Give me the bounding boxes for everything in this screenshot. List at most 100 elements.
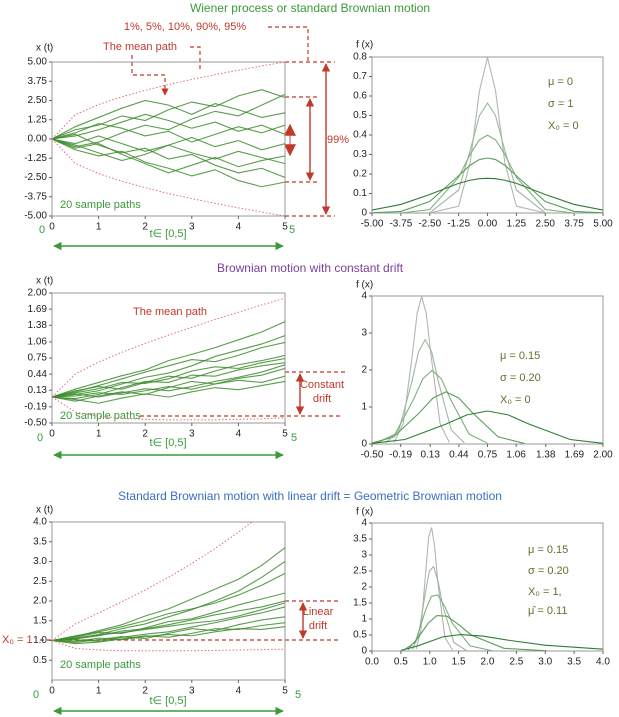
x-tick-label: 1.0	[423, 657, 437, 668]
y-tick-label: 5.00	[28, 57, 48, 68]
row-title: Brownian motion with constant drift	[217, 261, 404, 275]
x-tick-label: 0.0	[365, 657, 379, 668]
x-tick-label: 3	[189, 686, 195, 697]
sample-path	[52, 364, 285, 398]
y-tick-label: 0.6	[353, 91, 367, 102]
x-tick-label: -3.75	[389, 219, 412, 230]
x-tick-label: 1	[96, 429, 102, 440]
sample-path	[52, 367, 285, 402]
y-tick-label: 0.2	[353, 169, 367, 180]
span-label: 5	[289, 224, 295, 236]
y-tick-label: 2.00	[28, 288, 48, 299]
y-tick-label: 0	[361, 439, 367, 450]
span-label: 5	[291, 432, 297, 444]
y-tick-label: 3.5	[353, 534, 367, 545]
x-tick-label: -5.00	[361, 219, 384, 230]
y-axis-label: f (x)	[356, 280, 373, 291]
annotation: drift	[309, 620, 327, 632]
x-tick-label: 2	[142, 429, 148, 440]
y-tick-label: 3	[361, 328, 367, 339]
y-tick-label: 1.69	[28, 304, 48, 315]
annotation: μ = 0	[548, 76, 573, 88]
y-tick-label: -1.25	[24, 153, 47, 164]
quantile-curve	[52, 522, 253, 641]
sample-path	[52, 606, 285, 642]
annotation: X₀ = 0	[548, 120, 579, 132]
annotation: 99%	[327, 134, 349, 146]
x-tick-label: 4.0	[596, 657, 610, 668]
annotation: X₀ = 0	[500, 394, 531, 406]
leader-line	[40, 600, 340, 641]
x-tick-label: 2.00	[593, 450, 613, 461]
x-tick-label: 1.06	[506, 450, 526, 461]
x-tick-label: 0.13	[420, 450, 440, 461]
y-tick-label: 3	[361, 550, 367, 561]
y-tick-label: 1.25	[28, 114, 48, 125]
y-tick-label: 0.5	[33, 655, 47, 666]
sample-path	[52, 113, 285, 140]
y-axis-label: x (t)	[36, 505, 53, 516]
x-tick-label: 3	[189, 429, 195, 440]
sample-path	[52, 321, 285, 398]
y-tick-label: 0.3	[353, 149, 367, 160]
x-tick-label: 0.75	[478, 450, 498, 461]
x-tick-label: 2.50	[536, 219, 556, 230]
x-tick-label: 2.5	[509, 657, 523, 668]
x-tick-label: 2	[142, 222, 148, 233]
y-tick-label: 1.5	[353, 598, 367, 609]
x-tick-label: 0.44	[449, 450, 469, 461]
x-tick-label: 3.0	[538, 657, 552, 668]
x-tick-label: -0.19	[389, 450, 412, 461]
plot-frame	[371, 295, 604, 445]
annotation: The mean path	[103, 41, 177, 53]
sample-path	[52, 99, 285, 140]
density-curve	[372, 391, 525, 444]
density-curve	[415, 527, 453, 651]
density-curve	[400, 633, 603, 651]
y-tick-label: 1	[361, 614, 367, 625]
y-tick-label: -0.50	[24, 418, 47, 429]
y-tick-label: 4	[361, 518, 367, 529]
plot-frame	[51, 521, 286, 681]
leader-line	[140, 371, 345, 417]
sample-path	[52, 600, 285, 642]
y-tick-label: 2	[361, 582, 367, 593]
row-title: Wiener process or standard Brownian moti…	[190, 1, 430, 15]
x-tick-label: 0	[49, 222, 55, 233]
density-curve	[403, 615, 548, 651]
sample-path	[52, 592, 285, 642]
y-tick-label: 1.0	[33, 635, 47, 646]
density-curve	[411, 565, 467, 651]
y-tick-label: 3.5	[33, 536, 47, 547]
sample-path	[52, 616, 285, 644]
quantile-curve	[52, 297, 285, 398]
x-tick-label: 1.25	[507, 219, 527, 230]
sample-path	[52, 375, 285, 398]
x-tick-label: 0.00	[478, 219, 498, 230]
x-tick-label: 4	[236, 686, 242, 697]
y-tick-label: 0.5	[353, 630, 367, 641]
annotation: σ = 0.20	[500, 372, 541, 384]
x-tick-label: 5	[282, 429, 288, 440]
y-tick-label: 2.5	[353, 566, 367, 577]
y-tick-label: 2.0	[33, 596, 47, 607]
y-tick-label: 1.06	[28, 337, 48, 348]
plot-frame	[51, 61, 286, 217]
y-tick-label: 1.38	[28, 320, 48, 331]
sample-path	[52, 602, 285, 642]
y-tick-label: 0.4	[353, 130, 367, 141]
sample-path	[52, 572, 285, 642]
density-curve	[372, 410, 603, 444]
span-text: t∈ [0,5]	[149, 695, 186, 707]
annotation: 1%, 5%, 10%, 90%, 95%	[124, 21, 247, 33]
quantile-curve	[52, 62, 285, 140]
leader-line	[131, 55, 169, 96]
annotation: Constant	[300, 379, 344, 391]
annotation: μ = 0.15	[528, 544, 568, 556]
x-tick-label: 1.5	[452, 657, 466, 668]
annotation: X₀ = 1,	[528, 586, 562, 598]
span-label: 0	[37, 432, 43, 444]
y-tick-label: -3.75	[24, 191, 47, 202]
annotation: 20 sample paths	[60, 410, 141, 422]
